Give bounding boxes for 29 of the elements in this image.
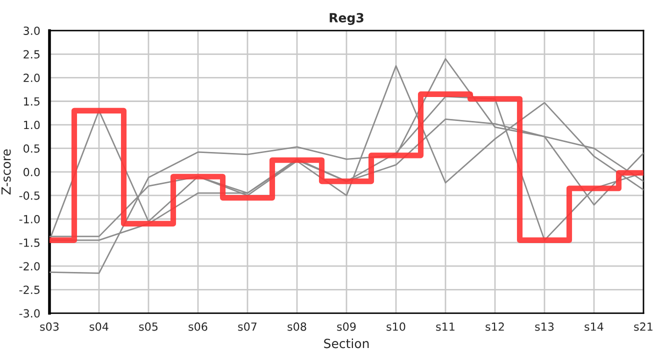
y-axis-title: Z-score [2, 149, 11, 195]
x-tick-label: s14 [584, 322, 604, 331]
x-tick-label: s12 [486, 322, 504, 331]
x-tick-label: s21 [634, 322, 652, 331]
y-tick-label: -2.0 [19, 262, 40, 270]
y-tick-label: -1.0 [19, 214, 40, 224]
x-tick-label: s04 [90, 322, 108, 331]
x-tick-label: s05 [139, 322, 158, 331]
y-tick-label: 1.5 [24, 97, 40, 106]
x-tick-label: s08 [288, 322, 306, 331]
y-tick-label: 0.0 [24, 168, 40, 176]
y-tick-label: -0.5 [19, 191, 40, 200]
x-tick-label: s09 [337, 322, 356, 331]
x-axis-title: Section [324, 338, 369, 348]
x-tick-label: s11 [436, 322, 454, 331]
x-tick-label: s07 [238, 322, 257, 331]
y-tick-label: 1.0 [24, 120, 40, 130]
y-tick-label: 2.5 [24, 50, 40, 59]
x-tick-label: s03 [40, 322, 59, 331]
x-tick-label: s10 [386, 322, 406, 331]
y-tick-label: 3.0 [24, 26, 40, 35]
chart-title: Reg3 [330, 12, 364, 25]
x-tick-label: s13 [535, 322, 554, 331]
y-tick-label: 0.5 [24, 144, 40, 153]
y-tick-label: -1.5 [19, 238, 40, 247]
y-tick-label: -2.5 [19, 286, 40, 294]
y-tick-label: 2.0 [24, 74, 40, 82]
y-tick-label: -3.0 [19, 309, 40, 318]
x-tick-label: s06 [188, 322, 208, 331]
